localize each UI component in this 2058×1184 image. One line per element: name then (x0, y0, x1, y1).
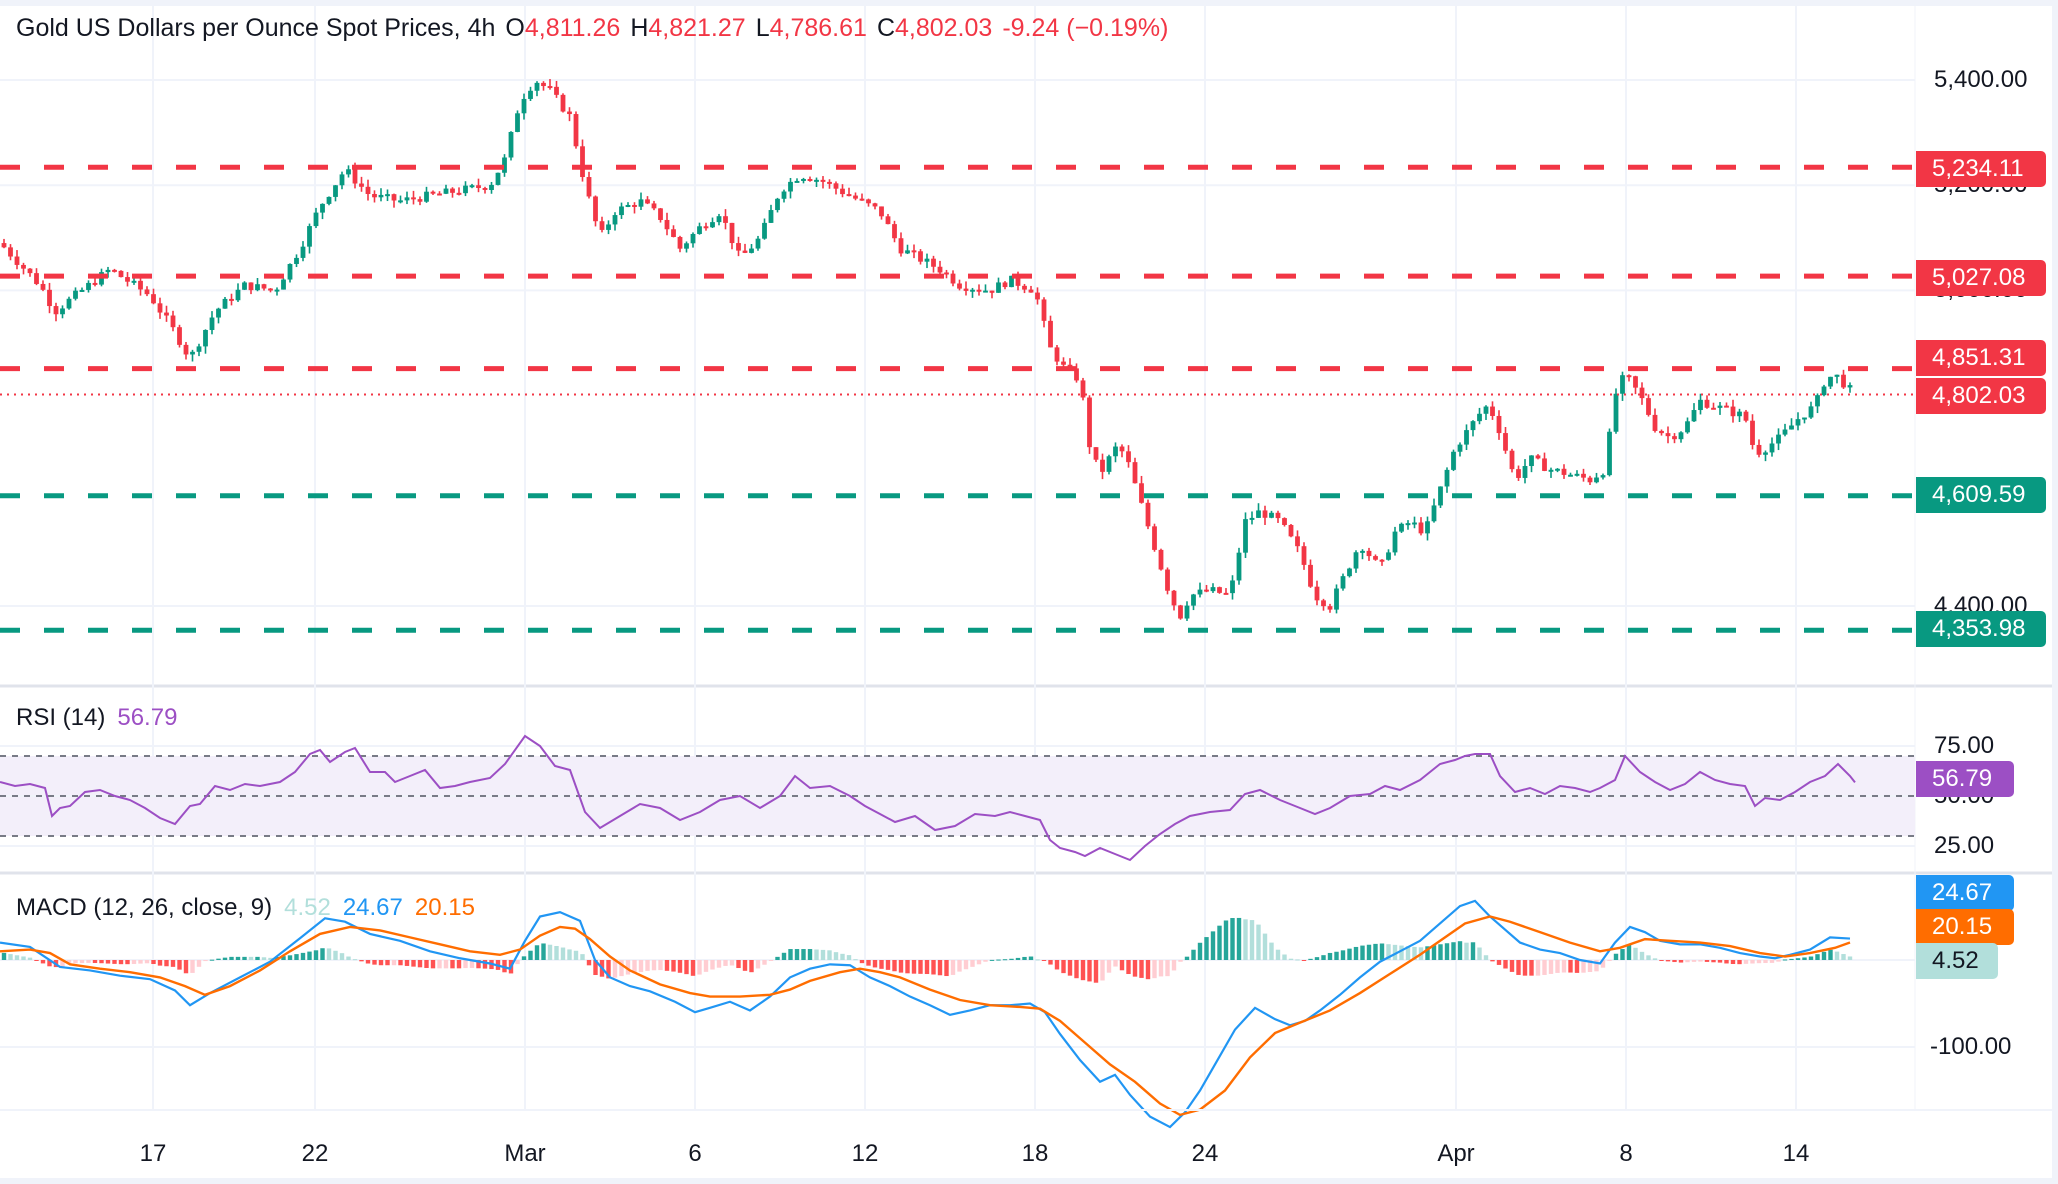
rsi-title: RSI (14) (16, 704, 106, 731)
macd-histogram (1, 917, 1853, 983)
ohlc-open: O4,811.26 (505, 14, 621, 42)
macd-signal-value: 20.15 (414, 894, 475, 921)
ohlc-low: L4,786.61 (755, 14, 867, 42)
date-axis-label-24: 24 (1191, 1140, 1219, 1167)
macd-value-tag: 24.67 (1916, 875, 2014, 911)
date-axis-label-17: 17 (139, 1140, 167, 1167)
symbol-legend: Gold US Dollars per Ounce Spot Prices, 4… (16, 14, 1168, 43)
date-axis-label-14: 14 (1782, 1140, 1810, 1167)
macd-hist-value: 4.52 (284, 894, 331, 921)
rsi-line (0, 734, 1856, 862)
macd-line (0, 899, 1851, 1129)
candlestick-series (1, 79, 1853, 621)
rsi-legend: RSI (14) 56.79 (16, 704, 177, 732)
rsi-axis-label: 75.00 (1934, 732, 1995, 759)
rsi-axis-label: 25.00 (1934, 832, 1995, 859)
macd-line-value: 24.67 (342, 894, 403, 921)
date-axis-label-Mar: Mar (504, 1140, 546, 1167)
rsi-value-tag: 56.79 (1916, 761, 2014, 797)
price-tag-4,609.59: 4,609.59 (1916, 477, 2046, 513)
macd-legend: MACD (12, 26, close, 9) 4.52 24.67 20.15 (16, 894, 475, 922)
hist-value-tag: 4.52 (1916, 943, 1998, 979)
rsi-value: 56.79 (117, 704, 178, 731)
date-axis-label-6: 6 (688, 1140, 702, 1167)
price-tag-4,851.31: 4,851.31 (1916, 340, 2046, 376)
macd-axis-label: -100.00 (1930, 1033, 2012, 1060)
date-axis-label-12: 12 (851, 1140, 879, 1167)
date-axis-label-18: 18 (1021, 1140, 1049, 1167)
ohlc-high: H4,821.27 (630, 14, 746, 42)
ohlc-close: C4,802.03 (876, 14, 993, 42)
price-change: -9.24 (−0.19%) (1002, 14, 1169, 42)
date-axis-label-8: 8 (1619, 1140, 1633, 1167)
price-axis-label: 5,400.00 (1934, 66, 2028, 93)
macd-title: MACD (12, 26, close, 9) (16, 894, 273, 921)
date-axis-label-22: 22 (301, 1140, 329, 1167)
price-tag-4,353.98: 4,353.98 (1916, 611, 2046, 647)
symbol-title: Gold US Dollars per Ounce Spot Prices, 4… (16, 14, 496, 42)
signal-value-tag: 20.15 (1916, 909, 2014, 945)
date-axis-label-Apr: Apr (1437, 1140, 1475, 1167)
signal-line (0, 915, 1851, 1117)
price-tag-4,802.03: 4,802.03 (1916, 378, 2046, 414)
price-tag-5,027.08: 5,027.08 (1916, 260, 2046, 296)
price-tag-5,234.11: 5,234.11 (1916, 151, 2046, 187)
